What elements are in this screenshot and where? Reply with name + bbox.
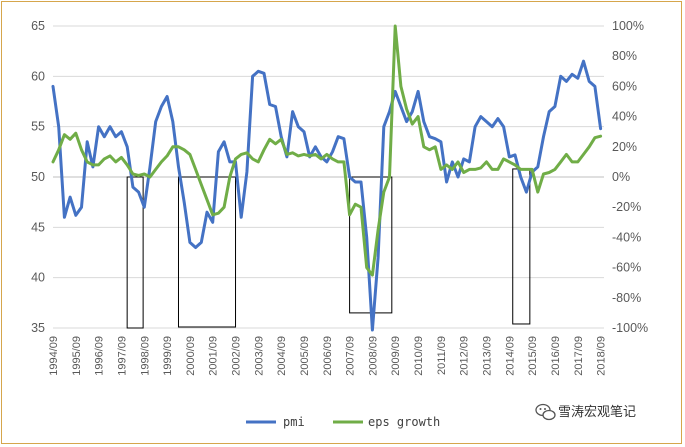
legend-label-pmi: pmi [283, 415, 305, 429]
x-tick-label: 2007/09 [345, 336, 357, 376]
x-tick-label: 2013/09 [481, 336, 493, 376]
series-line-eps-growth [51, 24, 603, 277]
right-tick-label: -80% [612, 291, 641, 305]
x-tick-label: 2017/09 [573, 336, 585, 376]
series-line-pmi [51, 59, 603, 332]
x-tick-label: 2006/09 [322, 336, 334, 376]
x-tick-label: 1998/09 [139, 336, 151, 376]
x-tick-label: 2012/09 [459, 336, 471, 376]
left-tick-label: 40 [31, 271, 45, 285]
right-tick-label: 100% [612, 19, 644, 33]
x-tick-label: 2010/09 [413, 336, 425, 376]
watermark-text: 雪涛宏观笔记 [558, 404, 636, 420]
wechat-icon [535, 403, 556, 421]
legend-label-eps-growth: eps growth [368, 415, 440, 429]
x-tick-label: 2014/09 [504, 336, 516, 376]
right-tick-label: 0% [612, 170, 630, 184]
x-tick-label: 2009/09 [390, 336, 402, 376]
x-tick-label: 2003/09 [253, 336, 265, 376]
recession-box-2 [177, 176, 237, 328]
x-tick-label: 2002/09 [231, 336, 243, 376]
x-tick-label: 2015/09 [527, 336, 539, 376]
x-axis-ticks: 1994/09 1995/09 1996/09 1997/09 1998/09 1999/… [48, 336, 608, 376]
left-tick-label: 35 [31, 321, 45, 335]
recession-box-1 [126, 176, 144, 329]
x-tick-label: 2016/09 [550, 336, 562, 376]
x-tick-label: 2011/09 [436, 336, 448, 375]
recession-boxes [126, 168, 531, 329]
legend: pmi eps growth [246, 415, 440, 429]
watermark: 雪涛宏观笔记 [535, 403, 636, 421]
right-tick-label: -60% [612, 261, 641, 275]
right-tick-label: -20% [612, 200, 641, 214]
left-tick-label: 55 [31, 120, 45, 134]
right-tick-label: -40% [612, 230, 641, 244]
left-axis-ticks: 35 40 45 50 55 60 65 [31, 19, 45, 335]
x-tick-label: 2000/09 [185, 336, 197, 376]
x-tick-label: 1997/09 [116, 336, 128, 376]
x-tick-label: 2018/09 [596, 336, 608, 376]
x-tick-label: 2004/09 [276, 336, 288, 376]
left-tick-label: 60 [31, 69, 45, 83]
x-tick-label: 2008/09 [367, 336, 379, 376]
left-tick-label: 50 [31, 170, 45, 184]
x-tick-label: 1996/09 [94, 336, 106, 376]
right-tick-label: 20% [612, 140, 637, 154]
right-tick-label: 40% [612, 110, 637, 124]
x-tick-label: 1995/09 [71, 336, 83, 376]
right-tick-label: -100% [612, 321, 648, 335]
gridlines [53, 25, 604, 329]
series-lines [51, 24, 603, 332]
left-tick-label: 45 [31, 220, 45, 234]
right-tick-label: 80% [612, 49, 637, 63]
left-tick-label: 65 [31, 19, 45, 33]
x-tick-label: 2001/09 [208, 336, 220, 376]
x-tick-label: 2005/09 [299, 336, 311, 376]
x-tick-label: 1999/09 [162, 336, 174, 376]
right-axis-ticks: -100% -80% -60% -40% -20% 0% 20% 40% 60% 80% 100% [612, 19, 648, 335]
right-tick-label: 60% [612, 79, 637, 93]
x-tick-label: 1994/09 [48, 336, 60, 376]
